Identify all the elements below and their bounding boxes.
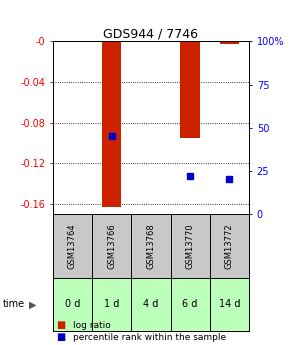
Text: GSM13772: GSM13772 — [225, 223, 234, 269]
Text: GSM13764: GSM13764 — [68, 223, 77, 269]
Text: percentile rank within the sample: percentile rank within the sample — [73, 333, 226, 342]
Text: ▶: ▶ — [29, 299, 37, 309]
Text: time: time — [3, 299, 25, 309]
Bar — [102, 41, 121, 207]
Bar — [220, 41, 239, 45]
Text: log ratio: log ratio — [73, 321, 111, 330]
Text: GSM13770: GSM13770 — [186, 223, 195, 269]
Text: 14 d: 14 d — [219, 299, 240, 309]
Title: GDS944 / 7746: GDS944 / 7746 — [103, 27, 198, 40]
Text: 6 d: 6 d — [183, 299, 198, 309]
Text: 0 d: 0 d — [65, 299, 80, 309]
Text: 4 d: 4 d — [143, 299, 159, 309]
Text: GSM13768: GSM13768 — [146, 223, 155, 269]
Text: ■: ■ — [56, 332, 65, 342]
Bar — [180, 41, 200, 138]
Text: 1 d: 1 d — [104, 299, 119, 309]
Text: GSM13766: GSM13766 — [107, 223, 116, 269]
Text: ■: ■ — [56, 320, 65, 330]
